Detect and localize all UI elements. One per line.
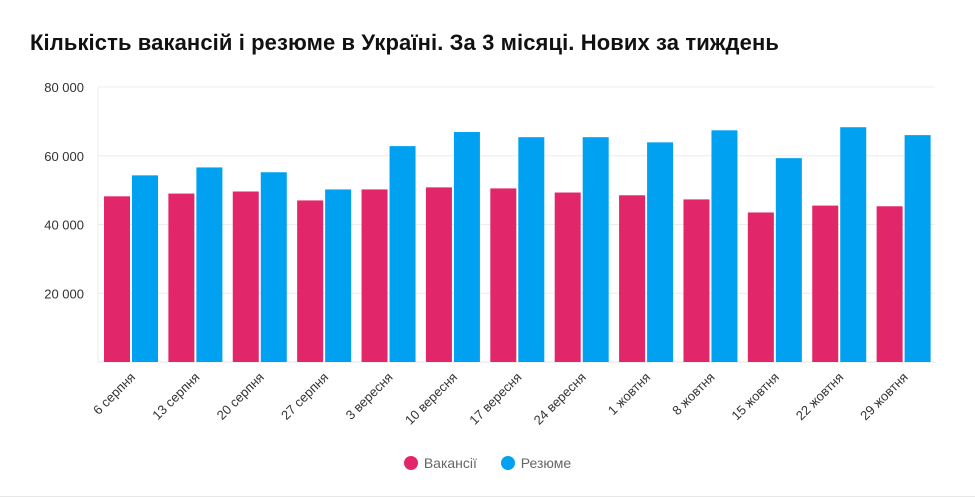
x-tick-label: 1 жовтня: [605, 370, 653, 418]
chart-title: Кількість вакансій і резюме в Україні. З…: [30, 30, 779, 55]
legend-label-resumes: Резюме: [520, 455, 572, 471]
x-tick-label: 17 вересня: [466, 370, 524, 428]
bar-resumes: [518, 137, 545, 362]
x-tick-label: 27 серпня: [278, 370, 331, 423]
bar-resumes: [196, 167, 223, 362]
divider: [0, 496, 975, 497]
bar-vacancies: [425, 187, 452, 362]
x-tick-label: 15 жовтня: [728, 370, 782, 424]
bar-vacancies: [683, 199, 710, 362]
bar-vacancies: [876, 206, 903, 362]
bar-vacancies: [361, 189, 388, 362]
bar-vacancies: [812, 205, 839, 362]
bar-vacancies: [232, 191, 259, 362]
bar-resumes: [582, 137, 609, 362]
x-tick-label: 8 жовтня: [669, 370, 717, 418]
bar-vacancies: [297, 200, 324, 362]
bar-resumes: [325, 189, 352, 362]
legend-marker-vacancies: [403, 456, 418, 470]
bar-resumes: [904, 135, 931, 362]
y-tick-label: 60 000: [44, 149, 84, 164]
bar-vacancies: [554, 192, 581, 362]
x-tick-label: 3 вересня: [343, 370, 396, 423]
bar-vacancies: [490, 188, 517, 362]
y-tick-label: 80 000: [44, 80, 84, 95]
bar-chart: 20 000 40 000 60 000 80 000 6 серпня 13 серпн…: [44, 80, 935, 428]
legend: Вакансії Резюме: [0, 455, 975, 473]
bar-vacancies: [104, 196, 130, 362]
x-tick-label: 10 вересня: [402, 370, 460, 428]
bar-vacancies: [168, 193, 195, 362]
bar-resumes: [389, 146, 416, 362]
x-tick-label: 13 серпня: [149, 370, 202, 423]
bar-resumes: [647, 142, 674, 362]
legend-label-vacancies: Вакансії: [423, 455, 477, 471]
legend-item-resumes[interactable]: Резюме: [500, 455, 572, 471]
y-tick-label: 40 000: [44, 218, 84, 233]
legend-marker-resumes: [500, 456, 515, 470]
bar-resumes: [711, 130, 738, 362]
x-tick-label: 29 жовтня: [857, 370, 911, 424]
bar-resumes: [453, 132, 480, 362]
x-tick-label: 20 серпня: [214, 370, 267, 423]
bar-vacancies: [747, 212, 774, 362]
x-tick-label: 6 серпня: [90, 370, 138, 418]
y-tick-label: 20 000: [44, 286, 84, 301]
x-tick-label: 22 жовтня: [793, 370, 847, 424]
bar-resumes: [840, 127, 867, 362]
bar-vacancies: [619, 195, 646, 362]
x-tick-label: 24 вересня: [531, 370, 589, 428]
bar-resumes: [260, 172, 287, 362]
legend-item-vacancies[interactable]: Вакансії: [403, 455, 477, 471]
bar-resumes: [132, 175, 158, 362]
bar-resumes: [775, 158, 802, 362]
